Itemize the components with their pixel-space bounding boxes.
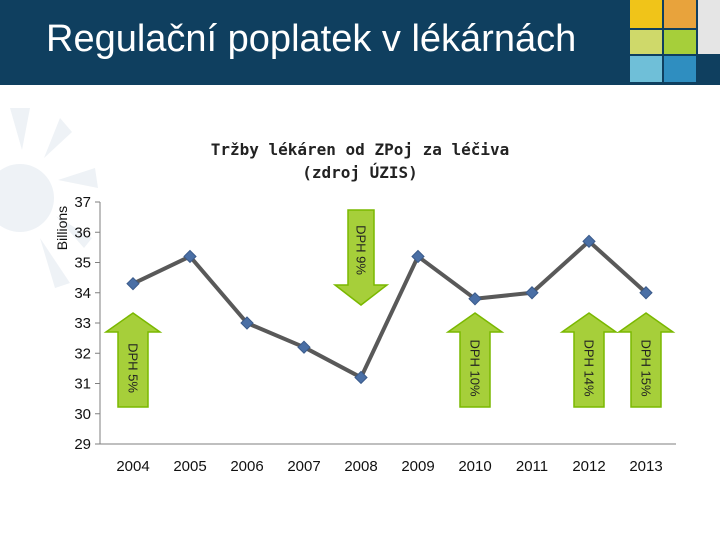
arrow-label: DPH 14% [582, 339, 597, 397]
y-tick-label: 30 [74, 406, 91, 423]
chart-title: Tržby lékáren od ZPoj za léčiva (zdroj Ú… [140, 138, 580, 184]
arrow-label: DPH 9% [354, 225, 369, 275]
y-tick-label: 34 [74, 285, 91, 302]
axes [95, 201, 676, 445]
annotation-arrow: DPH 14% [559, 312, 619, 408]
sun-decoration-icon [0, 108, 98, 288]
data-point [126, 276, 140, 291]
annotation-arrows: DPH 5% DPH 9% DPH 10% DPH 14% DPH 15% [103, 209, 676, 408]
series-line [126, 234, 653, 385]
chart-title-line1: Tržby lékáren od ZPoj za léčiva [210, 140, 510, 159]
x-tick-label: 2010 [458, 458, 491, 475]
data-point [468, 292, 482, 306]
y-tick-label: 35 [74, 255, 91, 272]
arrow-shape [103, 312, 163, 408]
x-tick-label: 2007 [287, 458, 320, 475]
data-point [582, 234, 596, 249]
y-tick-label: 31 [74, 376, 91, 393]
data-point [240, 316, 254, 330]
x-tick-label: 2009 [401, 458, 434, 475]
data-point [183, 249, 197, 264]
annotation-arrow: DPH 15% [616, 312, 676, 408]
x-tick-label: 2004 [116, 458, 149, 475]
title-bar: Regulační poplatek v lékárnách [0, 0, 720, 85]
arrow-label: DPH 15% [639, 339, 654, 397]
x-tick-label: 2005 [173, 458, 206, 475]
x-tick-label: 2013 [629, 458, 662, 475]
x-tick-label: 2012 [572, 458, 605, 475]
y-tick-label: 37 [74, 194, 91, 211]
y-tick-label: 36 [74, 224, 91, 241]
annotation-arrow: DPH 5% [103, 312, 163, 408]
arrow-shape [616, 312, 676, 408]
arrow-shape [332, 209, 390, 306]
series-path [132, 239, 648, 380]
x-tick-label: 2006 [230, 458, 263, 475]
arrow-label: DPH 10% [468, 339, 483, 397]
y-axis-label: Billions [54, 206, 70, 250]
arrow-shape [445, 312, 505, 408]
arrow-label: DPH 5% [126, 343, 141, 393]
annotation-arrow: DPH 9% [332, 209, 390, 306]
tick-labels: 29 30 31 32 33 34 35 36 37 2004 2005 2006 2007 2008 20… [54, 194, 663, 475]
x-tick-label: 2011 [516, 458, 548, 475]
slide-title: Regulační poplatek v lékárnách [46, 18, 577, 60]
logo-icon [630, 0, 720, 82]
data-point [297, 340, 311, 354]
x-tick-label: 2008 [344, 458, 377, 475]
data-point [639, 286, 653, 300]
y-tick-label: 33 [74, 315, 91, 332]
y-tick-label: 32 [74, 345, 91, 362]
y-tick-label: 29 [74, 436, 91, 453]
arrow-shape [559, 312, 619, 408]
data-point [411, 249, 425, 264]
annotation-arrow: DPH 10% [445, 312, 505, 408]
chart-title-line2: (zdroj ÚZIS) [302, 163, 418, 182]
data-point [525, 286, 539, 300]
data-point [354, 370, 368, 385]
